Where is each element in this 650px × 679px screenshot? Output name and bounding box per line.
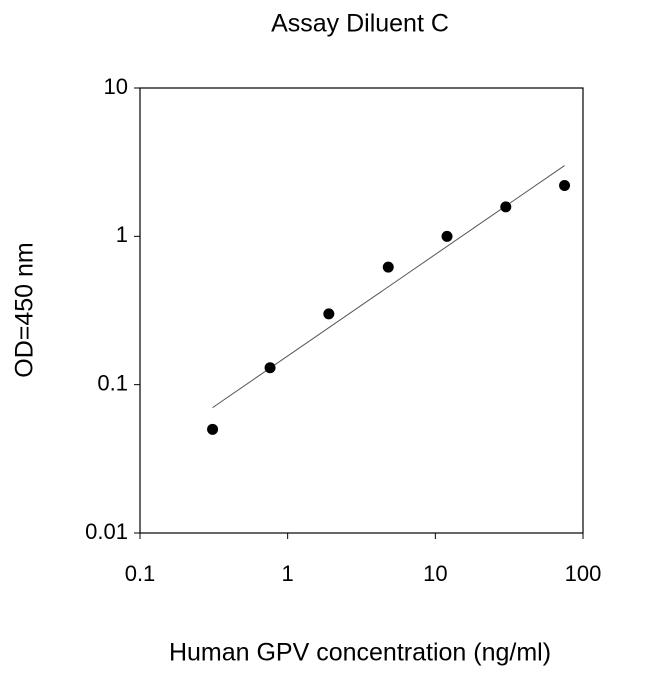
data-point bbox=[207, 423, 219, 435]
x-tick-label: 0.1 bbox=[125, 561, 156, 586]
data-point bbox=[559, 180, 571, 192]
x-axis-label: Human GPV concentration (ng/ml) bbox=[169, 639, 551, 667]
data-point bbox=[382, 261, 394, 273]
data-point bbox=[323, 308, 335, 320]
x-tick-label: 100 bbox=[565, 561, 602, 586]
y-axis-label: OD=450 nm bbox=[11, 242, 39, 378]
plot-frame bbox=[139, 87, 584, 534]
y-tick-label: 10 bbox=[104, 74, 128, 99]
x-tick-label: 10 bbox=[423, 561, 447, 586]
chart-title: Assay Diluent C bbox=[271, 10, 449, 38]
data-point bbox=[264, 362, 276, 374]
fit-line bbox=[212, 165, 565, 409]
y-tick-label: 1 bbox=[116, 222, 128, 247]
data-point bbox=[500, 201, 512, 213]
data-point bbox=[441, 230, 453, 242]
x-tick-label: 1 bbox=[282, 561, 294, 586]
y-tick-label: 0.1 bbox=[97, 370, 128, 395]
y-tick-label: 0.01 bbox=[85, 519, 128, 544]
